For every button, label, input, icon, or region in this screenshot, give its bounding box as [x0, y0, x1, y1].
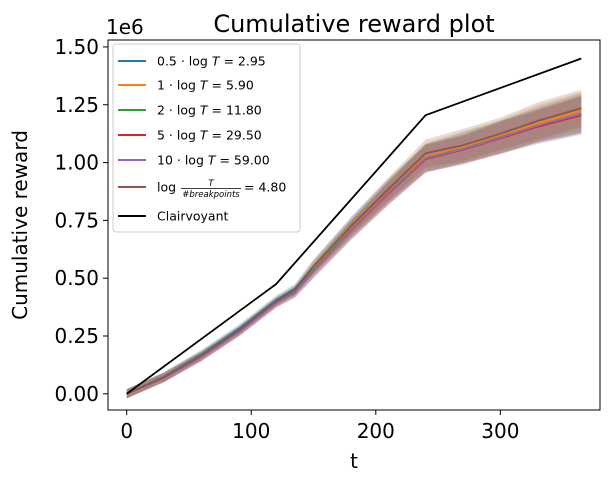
y-tick-label: 1.25: [54, 93, 99, 117]
x-tick-label: 300: [481, 419, 519, 443]
legend-label: 10 · log T = 59.00: [157, 153, 270, 168]
line-series-5: [126, 107, 582, 395]
y-tick-label: 1.50: [54, 35, 99, 59]
line-series-6: [126, 57, 582, 395]
legend-label: Clairvoyant: [157, 209, 228, 224]
y-tick-label: 0.00: [54, 382, 99, 406]
x-axis: 0 100 200 300: [120, 410, 519, 443]
plot-frame: [107, 39, 601, 411]
chart-title: Cumulative reward plot: [213, 10, 494, 38]
legend-label: log: [157, 180, 176, 195]
legend-label: 5 · log T = 29.50: [157, 128, 262, 143]
line-series-4: [126, 113, 582, 395]
y-axis: 0.00 0.25 0.50 0.75 1.00 1.25 1.50: [54, 35, 108, 406]
y-tick-label: 1.00: [54, 151, 99, 175]
legend-fraction-numerator: T: [208, 179, 214, 189]
band-series-5: [126, 89, 582, 399]
legend-label: 0.5 · log T = 2.95: [157, 54, 266, 69]
legend-label: 2 · log T = 11.80: [157, 103, 262, 118]
legend-label-suffix: = 4.80: [244, 180, 286, 195]
band-series-1: [126, 92, 582, 399]
x-tick-label: 0: [120, 419, 133, 443]
x-axis-title: t: [350, 449, 358, 473]
plot-area: [126, 57, 582, 399]
x-tick-label: 200: [357, 419, 395, 443]
x-tick-label: 100: [232, 419, 270, 443]
y-tick-label: 0.50: [54, 266, 99, 290]
y-offset-label: 1e6: [106, 15, 144, 39]
legend-fraction-denominator: #breakpoints: [182, 190, 240, 200]
y-axis-title: Cumulative reward: [8, 130, 32, 320]
legend-frame: [112, 43, 301, 233]
y-tick-label: 0.25: [54, 324, 99, 348]
legend: 0.5 · log T = 2.95 1 · log T = 5.90 2 · lo…: [112, 43, 301, 233]
legend-label: 1 · log T = 5.90: [157, 78, 254, 93]
y-tick-label: 0.75: [54, 208, 99, 232]
